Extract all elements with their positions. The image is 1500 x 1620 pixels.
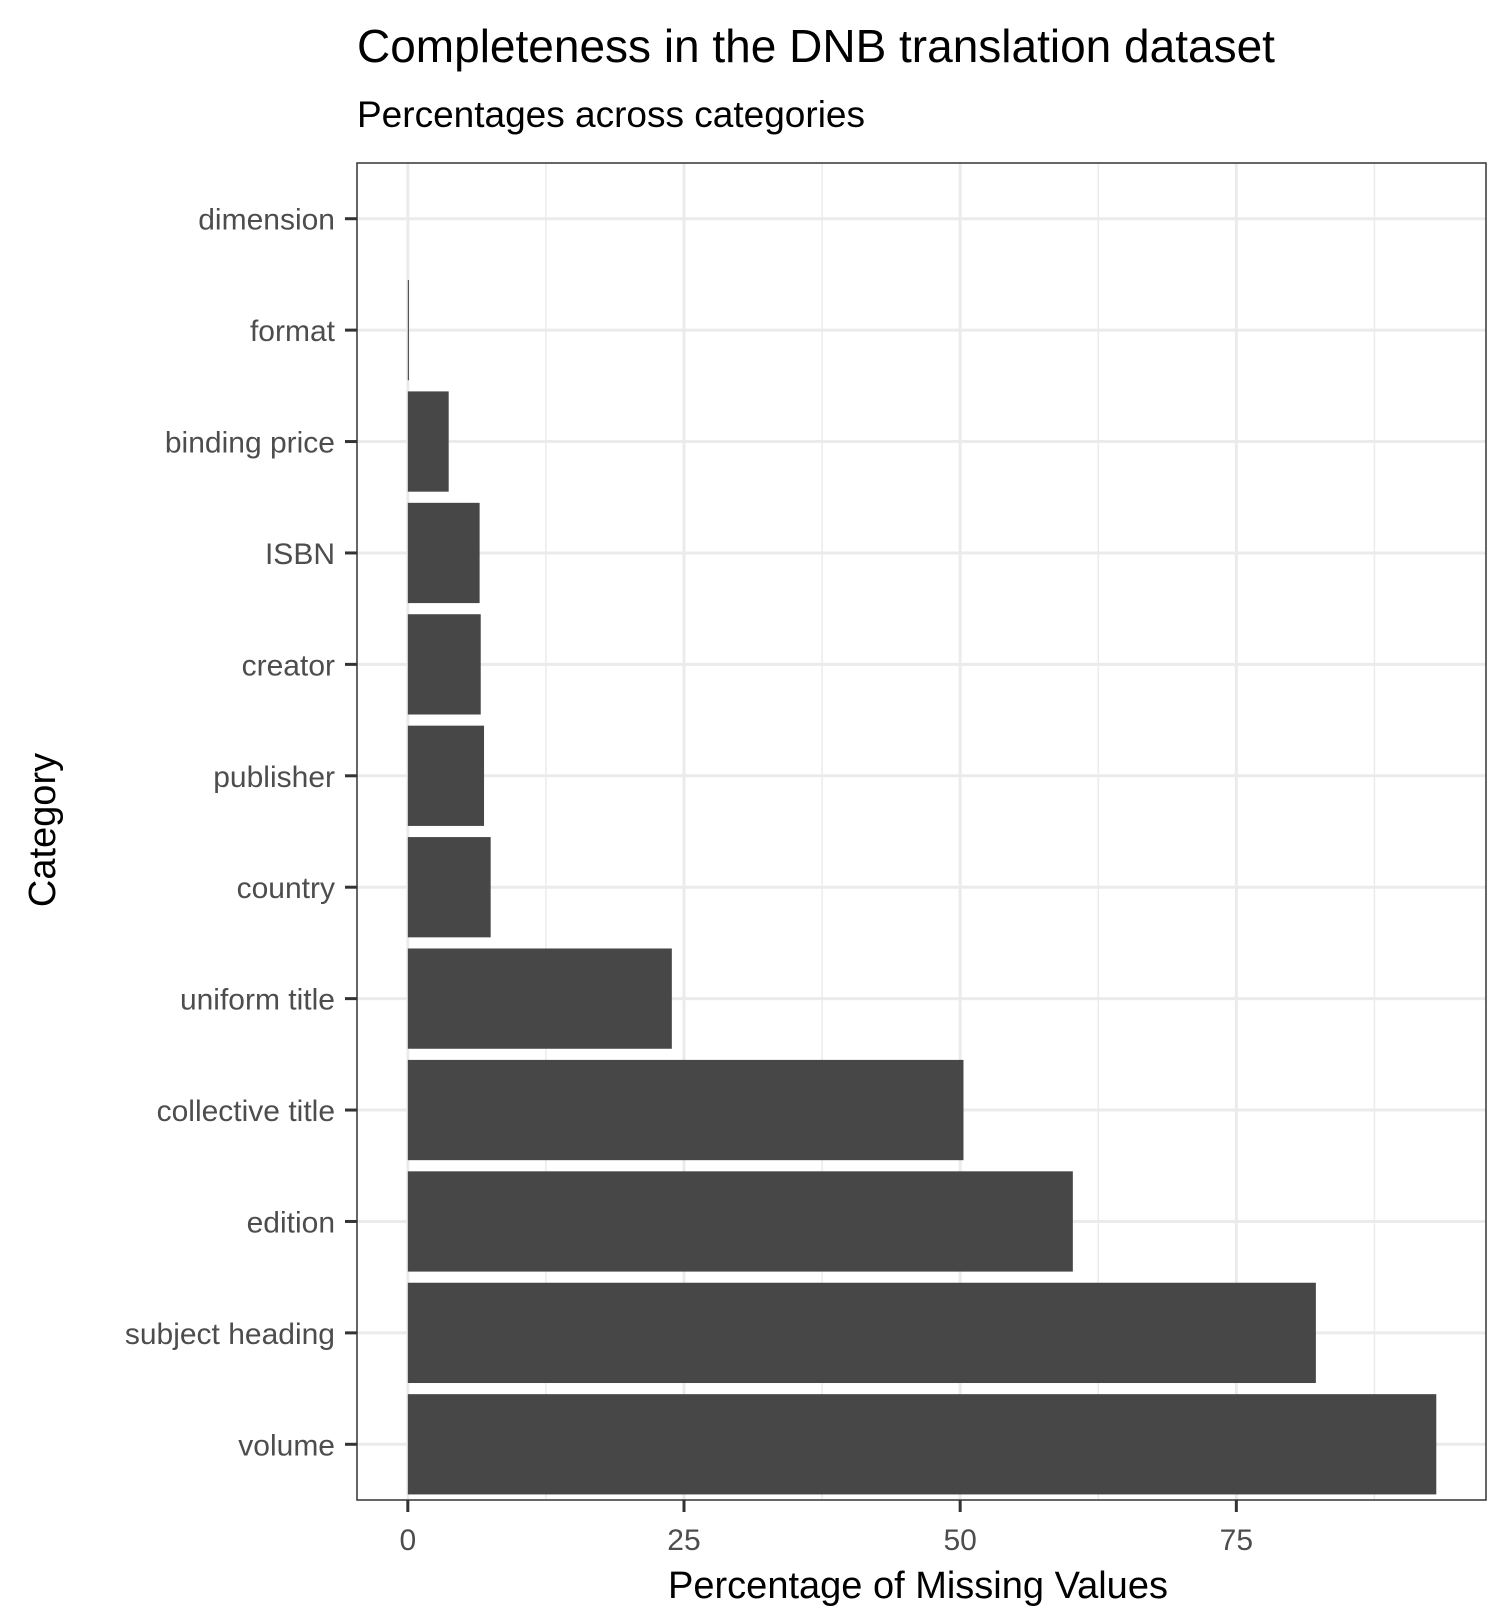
bar-volume: [407, 1394, 1437, 1495]
y-tick-label: subject heading: [125, 1318, 335, 1351]
bar-binding-price: [407, 391, 449, 492]
y-tick-label: uniform title: [180, 984, 335, 1017]
x-axis-title: Percentage of Missing Values: [668, 1565, 1168, 1607]
bar-series: [407, 279, 1437, 1495]
x-tick-label: 50: [943, 1524, 976, 1557]
x-tick-label: 25: [667, 1524, 700, 1557]
plot-panel-border: [356, 162, 1487, 1501]
x-tick-label: 0: [399, 1524, 416, 1557]
y-tick-label: country: [237, 872, 335, 905]
y-axis-title: Category: [22, 753, 64, 907]
y-tick-label: publisher: [213, 761, 335, 794]
bar-format: [407, 279, 409, 381]
bar-isbn: [407, 502, 480, 604]
bar-uniform-title: [407, 948, 672, 1049]
bar-subject-heading: [407, 1282, 1316, 1384]
bar-country: [407, 837, 491, 938]
chart-title: Completeness in the DNB translation data…: [357, 20, 1275, 72]
y-tick-label: volume: [238, 1429, 335, 1462]
x-tick-label: 75: [1220, 1524, 1253, 1557]
bar-collective-title: [407, 1059, 964, 1161]
y-tick-label: creator: [242, 649, 335, 682]
y-tick-label: collective title: [157, 1095, 335, 1128]
bar-publisher: [407, 725, 485, 826]
chart-subtitle: Percentages across categories: [357, 94, 865, 135]
y-axis: volume subject heading edition collective t…: [125, 204, 357, 1462]
bar-creator: [407, 614, 481, 715]
y-tick-label: ISBN: [265, 538, 335, 571]
y-tick-label: edition: [247, 1206, 335, 1239]
bar-edition: [407, 1171, 1073, 1272]
y-tick-label: binding price: [165, 427, 335, 460]
y-tick-label: format: [250, 315, 336, 348]
y-tick-label: dimension: [198, 204, 335, 237]
x-axis: 0 25 50 75: [399, 1500, 1253, 1557]
